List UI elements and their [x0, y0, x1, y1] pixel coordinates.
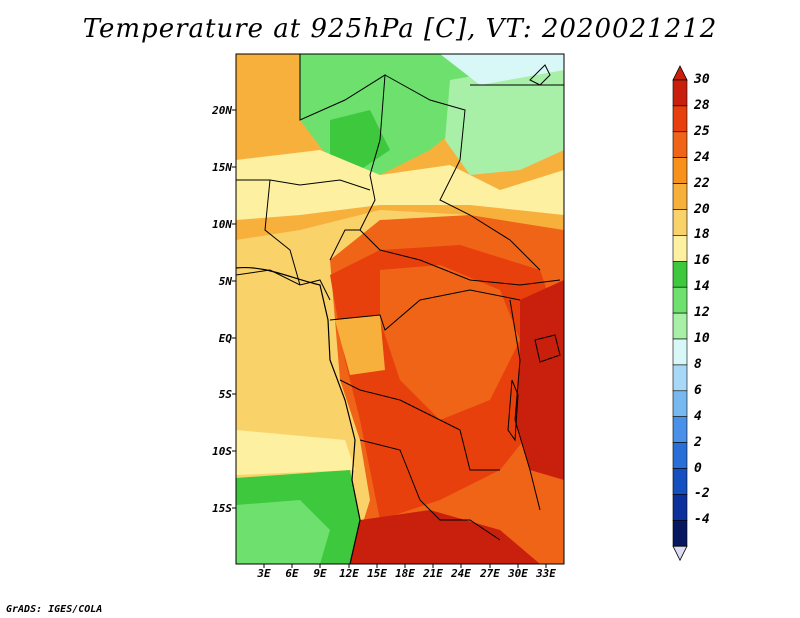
colorbar-label: 10: [694, 331, 710, 346]
colorbar-top-arrow: [672, 65, 688, 81]
coastline: [236, 266, 361, 564]
lon-tick-marks: [263, 564, 547, 568]
colorbar-swatch: [672, 519, 688, 547]
colorbar-label: 14: [694, 279, 710, 295]
lon-label-33e: 33E: [536, 567, 556, 580]
lat-label-5s: 5S: [218, 388, 232, 401]
colorbar-label: 4: [694, 408, 702, 424]
lat-label-10s: 10S: [212, 445, 232, 458]
colorbar-swatch: [672, 364, 688, 392]
colorbar-label: 24: [694, 149, 710, 165]
colorbar-label: 0: [694, 460, 702, 476]
colorbar-label: 20: [694, 201, 710, 217]
lat-label-5n: 5N: [218, 275, 232, 288]
lon-label-3e: 3E: [257, 567, 271, 580]
colorbar-bottom-arrow: [672, 545, 688, 562]
map-frame: [235, 53, 565, 565]
lon-label-15e: 15E: [367, 567, 387, 580]
colorbar-label: 6: [694, 382, 702, 398]
colorbar-swatch: [672, 105, 688, 133]
lat-label-15s: 15S: [212, 502, 232, 515]
lat-tick-marks: [232, 109, 236, 509]
colorbar-swatch: [672, 312, 688, 340]
colorbar-label: 18: [694, 227, 710, 243]
colorbar-swatch: [672, 131, 688, 159]
colorbar-swatch: [672, 416, 688, 443]
colorbar-label: 30: [694, 72, 710, 87]
temperature-field: [236, 54, 564, 564]
colorbar-swatch: [672, 260, 688, 288]
lon-label-12e: 12E: [339, 567, 359, 580]
country-borders: [236, 54, 564, 541]
colorbar-label: 25: [694, 123, 710, 139]
colorbar-label: 8: [694, 356, 702, 372]
colorbar-label: 28: [694, 97, 710, 113]
lat-label-eq: EQ: [218, 332, 232, 345]
colorbar-swatch: [672, 286, 688, 314]
colorbar-swatch: [672, 183, 688, 210]
lake-tanganyika-outline: [507, 379, 519, 442]
colorbar-swatch: [672, 442, 688, 469]
lat-label-20n: 20N: [212, 104, 232, 117]
lat-label-15n: 15N: [212, 161, 232, 174]
lon-label-6e: 6E: [285, 567, 299, 580]
lon-label-21e: 21E: [423, 567, 443, 580]
colorbar-label: 12: [694, 305, 710, 321]
colorbar-label: 16: [694, 253, 710, 269]
colorbar-swatch: [672, 390, 688, 417]
colorbar-label: 22: [694, 175, 710, 191]
colorbar-swatch: [672, 494, 688, 521]
lon-label-9e: 9E: [313, 567, 327, 580]
colorbar: [672, 65, 688, 562]
red-sea-outline: [529, 64, 551, 86]
lon-label-18e: 18E: [395, 567, 415, 580]
lat-label-10n: 10N: [212, 218, 232, 231]
colorbar-label: -4: [694, 512, 710, 528]
colorbar-swatch: [672, 338, 688, 366]
colorbar-label: -2: [694, 486, 710, 502]
colorbar-swatch: [672, 79, 688, 107]
colorbar-swatch: [672, 157, 688, 184]
colorbar-swatch: [672, 468, 688, 495]
lon-label-27e: 27E: [480, 567, 500, 580]
lon-label-24e: 24E: [451, 567, 471, 580]
lake-victoria-outline: [534, 334, 561, 363]
lon-label-30e: 30E: [508, 567, 528, 580]
grads-credit: GrADS: IGES/COLA: [6, 604, 103, 615]
colorbar-swatch: [672, 209, 688, 236]
colorbar-label: 2: [694, 434, 702, 450]
map-title: Temperature at 925hPa [C], VT: 202002121…: [82, 14, 718, 44]
colorbar-swatch: [672, 235, 688, 262]
